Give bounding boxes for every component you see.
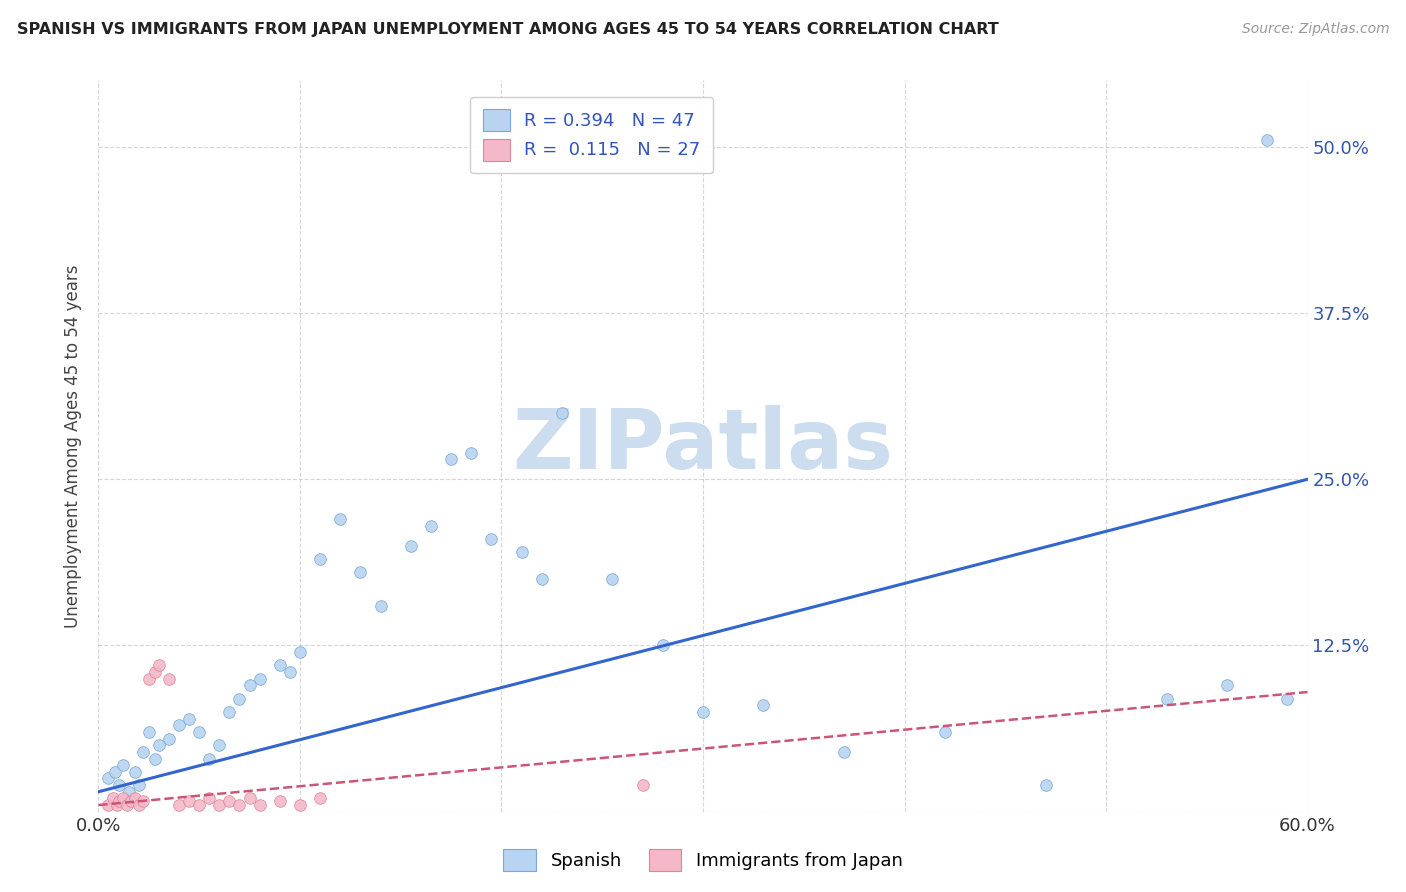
Point <box>602 572 624 586</box>
Point <box>179 712 201 726</box>
Point <box>309 791 332 805</box>
Point <box>752 698 775 713</box>
Point <box>188 798 211 813</box>
Point <box>148 738 170 752</box>
Point <box>510 545 533 559</box>
Point <box>370 599 392 613</box>
Point <box>97 772 120 786</box>
Point <box>692 705 714 719</box>
Point <box>1035 778 1057 792</box>
Point <box>228 691 250 706</box>
Point <box>269 658 291 673</box>
Point <box>460 445 482 459</box>
Point <box>440 452 463 467</box>
Point <box>239 678 262 692</box>
Point <box>120 794 142 808</box>
Point <box>132 794 155 808</box>
Point <box>148 658 170 673</box>
Point <box>138 725 160 739</box>
Point <box>208 798 231 813</box>
Point <box>128 778 150 792</box>
Point <box>143 665 166 679</box>
Point <box>138 672 160 686</box>
Point <box>239 791 262 805</box>
Point <box>124 764 146 779</box>
Point <box>157 731 180 746</box>
Point <box>128 798 150 813</box>
Point <box>1156 691 1178 706</box>
Point <box>309 552 332 566</box>
Point <box>288 798 311 813</box>
Legend: Spanish, Immigrants from Japan: Spanish, Immigrants from Japan <box>496 842 910 879</box>
Point <box>551 406 574 420</box>
Point <box>103 764 125 779</box>
Point <box>179 794 201 808</box>
Point <box>111 791 134 805</box>
Point <box>278 665 301 679</box>
Point <box>115 798 138 813</box>
Point <box>249 798 271 813</box>
Point <box>107 778 129 792</box>
Point <box>1277 691 1299 706</box>
Point <box>107 794 129 808</box>
Point <box>157 672 180 686</box>
Point <box>530 572 553 586</box>
Point <box>143 751 166 765</box>
Point <box>132 745 155 759</box>
Point <box>198 791 221 805</box>
Text: Source: ZipAtlas.com: Source: ZipAtlas.com <box>1241 22 1389 37</box>
Point <box>1256 133 1278 147</box>
Point <box>651 639 673 653</box>
Point <box>111 758 134 772</box>
Point <box>218 794 240 808</box>
Point <box>101 791 124 805</box>
Legend: R = 0.394   N = 47, R =  0.115   N = 27: R = 0.394 N = 47, R = 0.115 N = 27 <box>470 96 713 173</box>
Point <box>269 794 291 808</box>
Point <box>832 745 855 759</box>
Point <box>934 725 956 739</box>
Point <box>188 725 211 739</box>
Point <box>97 798 120 813</box>
Point <box>228 798 250 813</box>
Point <box>218 705 240 719</box>
Point <box>631 778 654 792</box>
Text: ZIPatlas: ZIPatlas <box>513 406 893 486</box>
Y-axis label: Unemployment Among Ages 45 to 54 years: Unemployment Among Ages 45 to 54 years <box>65 264 83 628</box>
Point <box>481 532 503 546</box>
Point <box>329 512 352 526</box>
Point <box>399 539 422 553</box>
Point <box>167 718 190 732</box>
Point <box>420 518 443 533</box>
Text: SPANISH VS IMMIGRANTS FROM JAPAN UNEMPLOYMENT AMONG AGES 45 TO 54 YEARS CORRELAT: SPANISH VS IMMIGRANTS FROM JAPAN UNEMPLO… <box>17 22 998 37</box>
Point <box>198 751 221 765</box>
Point <box>167 798 190 813</box>
Point <box>249 672 271 686</box>
Point <box>105 798 128 813</box>
Point <box>118 785 141 799</box>
Point <box>208 738 231 752</box>
Point <box>1216 678 1239 692</box>
Point <box>288 645 311 659</box>
Point <box>349 566 371 580</box>
Point <box>124 791 146 805</box>
